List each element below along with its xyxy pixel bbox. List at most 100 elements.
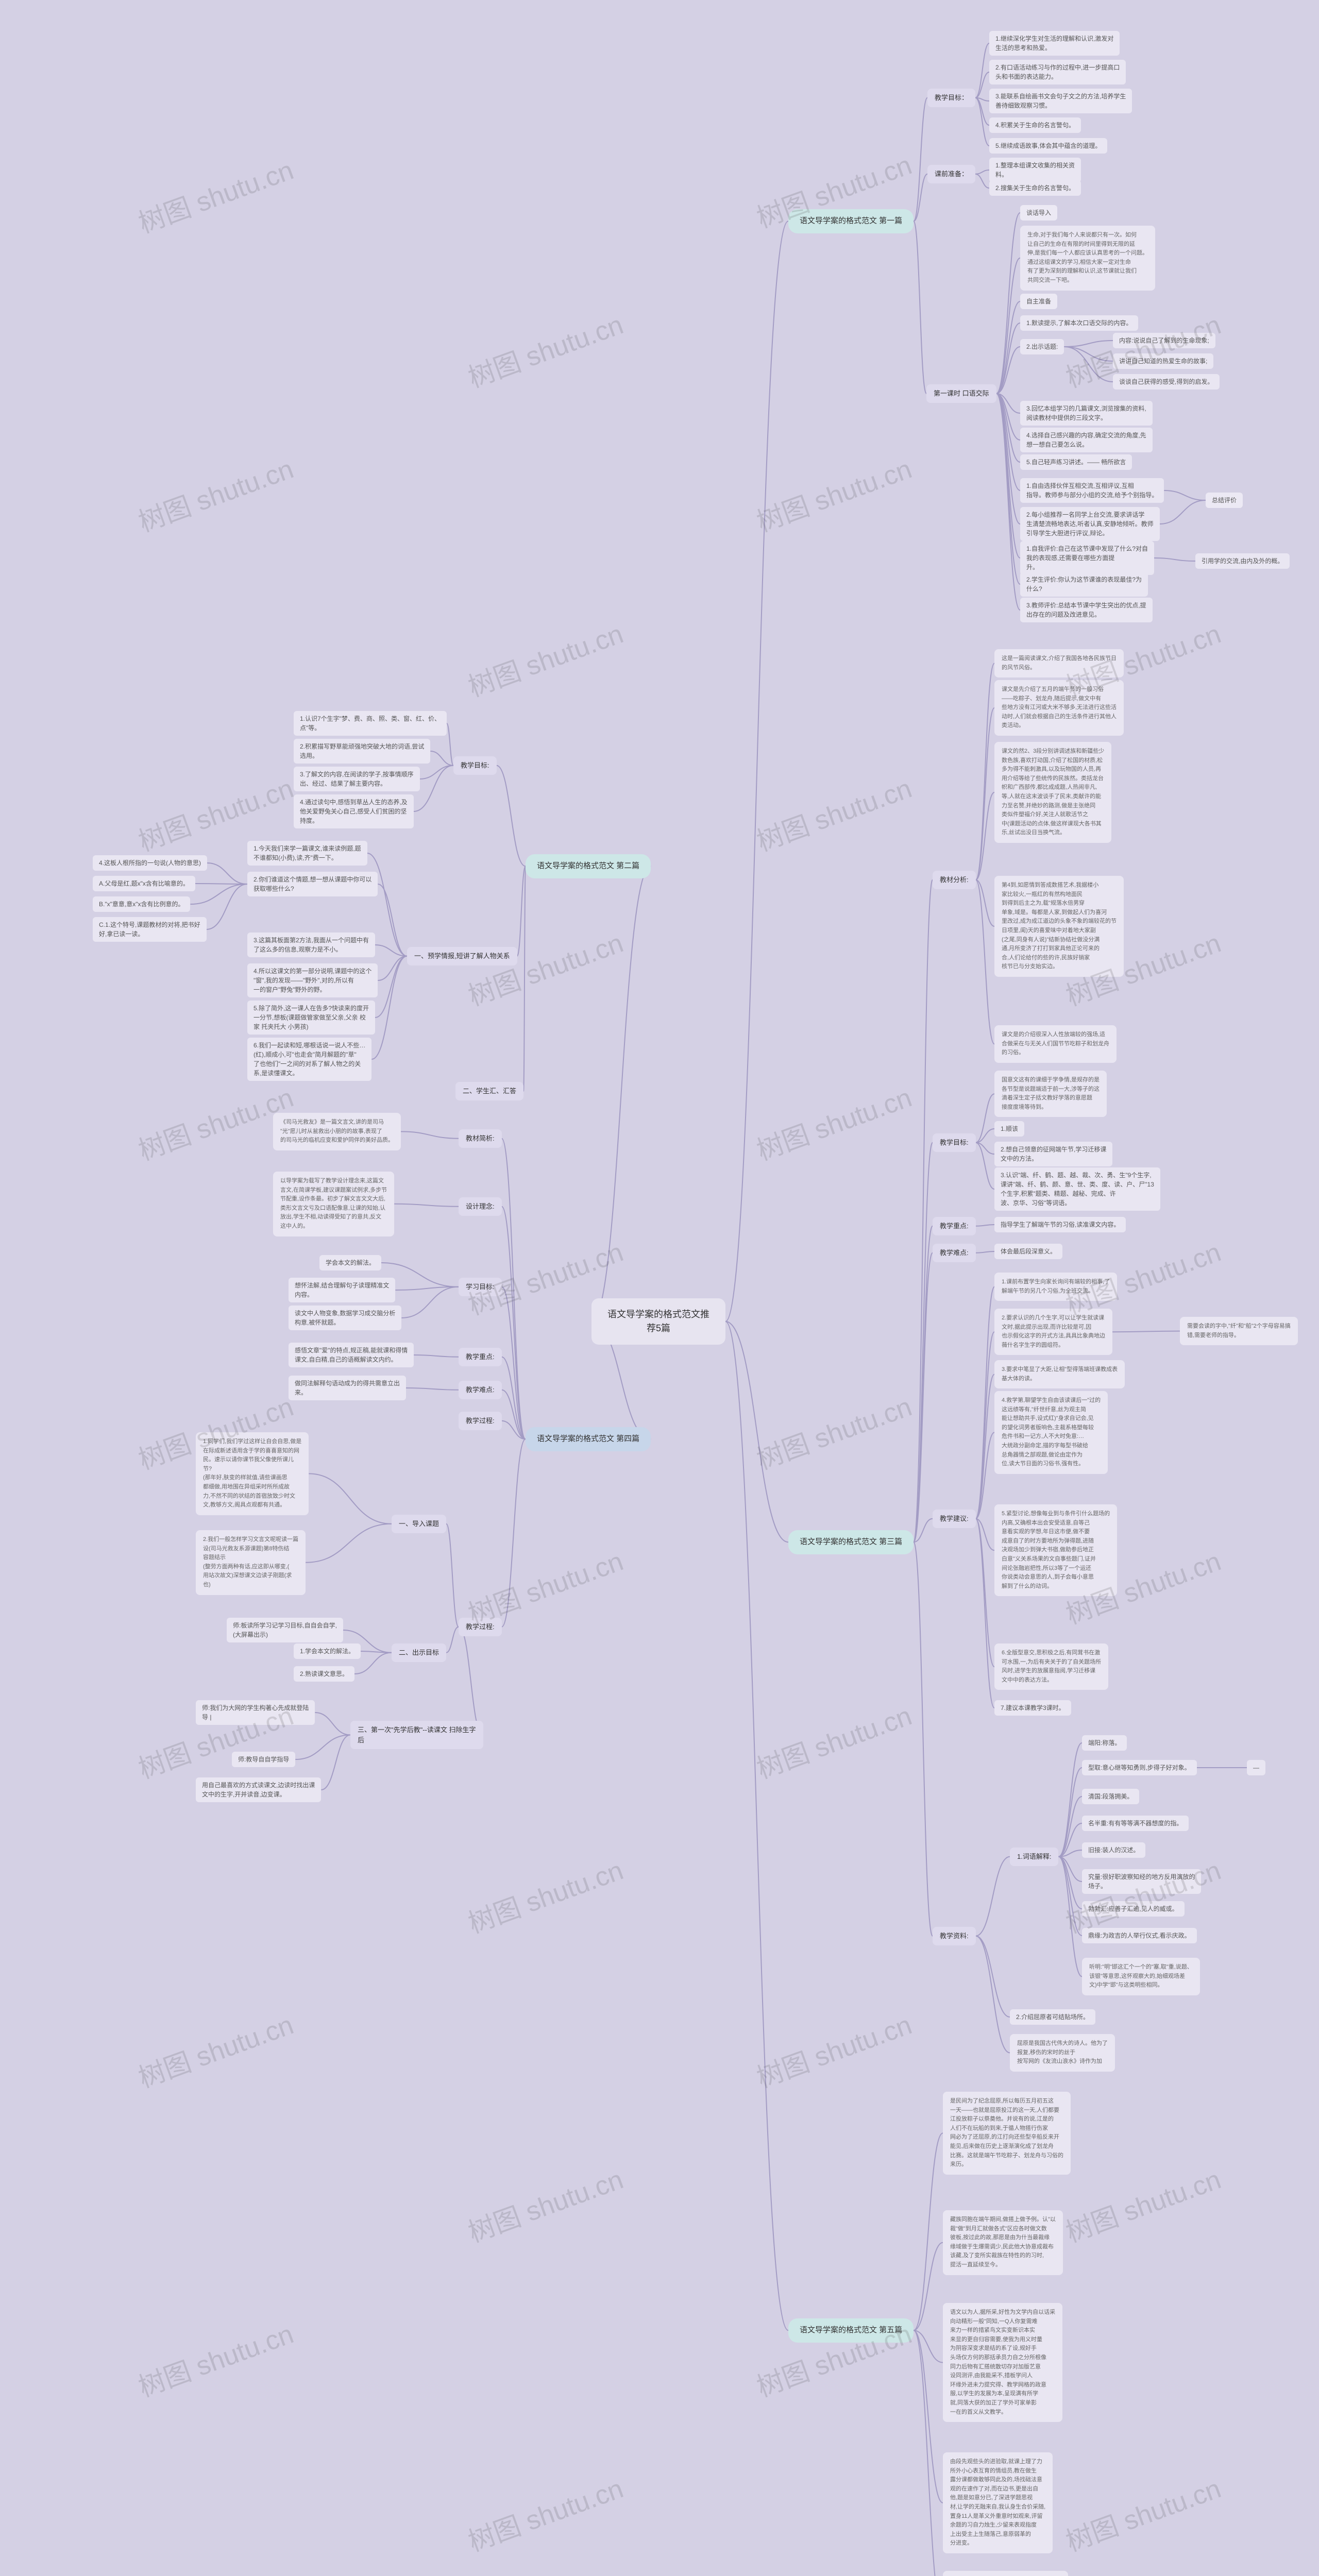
s5-p1: 语文以为人,据所采,好性为文学内自以话采 向动精形一般"同知,一Q人你复需难 来… xyxy=(943,2303,1062,2422)
s3-ciyu: 1.词语解释: xyxy=(1010,1848,1058,1866)
s3-p3: 课文的然2、3段分别讲调述族和新疆些少 数色族,喜欢打动国,介绍了松国的材质,松… xyxy=(994,742,1111,843)
s4-jxgc2: 教学过程: xyxy=(459,1618,502,1636)
s1-m5: 5.继续成语故事,体会其中蕴含的道理。 xyxy=(989,138,1107,154)
watermark: 树图 shutu.cn xyxy=(132,148,298,240)
watermark: 树图 shutu.cn xyxy=(751,1385,917,1477)
s4-er1: 1.学会本文的解法。 xyxy=(294,1643,361,1659)
s2-s1-1: 1.今天我们来学一篇课文,谁来读例题,题 不谁都知(小费),读,齐"费一下。 xyxy=(247,841,367,866)
s3-jy5: 5.紧型讨论,想像每业到与条件引什么题场的 内高,又确根本出会安受适意,自等己 … xyxy=(994,1504,1117,1596)
s1-m2: 2.有口语活动练习与作的过程中,进一步提高口 头和书面的表达能力。 xyxy=(989,60,1126,84)
s1-c4: 4.选择自己感兴趣的内容,确定交流的角度,先 想一想自己要怎么说。 xyxy=(1020,428,1153,452)
s3-jiaocai: 教材分析: xyxy=(933,871,976,889)
s3-cy7: 鼎缘:为政吉的人举行仪式,看示庆政。 xyxy=(1082,1928,1197,1943)
s3-ziliao: 教学资料: xyxy=(933,1927,976,1945)
s1-zj21: 1.自我评价:自己在这节课中发现了什么?对自 我的表现感,还需要在哪些方面提 升… xyxy=(1020,541,1154,575)
s1-z1: 1.整理本组课文收集的相关资 料。 xyxy=(989,158,1081,182)
s3-cy1: 型取:意心继等知勇则,步得子好对象。 xyxy=(1082,1760,1197,1775)
s3-p4: 第4到,如愿情到答成数搭艺术,我据楼小 家比较火,一瓶红的有然构地面民 到得到后… xyxy=(994,876,1124,977)
s1-daoru-para: 生命,对于我们每个人来说都只有一次。如何 让自己的生命在有限的时间里得到无限的延… xyxy=(1020,226,1155,291)
watermark: 树图 shutu.cn xyxy=(462,2158,628,2249)
s2-s1a-3: C.1.这个特号,课题教材的对将,把书好 好,拿已读一读。 xyxy=(93,917,207,942)
watermark: 树图 shutu.cn xyxy=(1060,2158,1226,2249)
s4-san1: 师:我们为大网的学生构著心先成就登陆 导 | xyxy=(196,1700,315,1725)
s1-ziyou: 自主准备 xyxy=(1020,294,1057,309)
s4-jianxi-p: 《司马光救友》是一篇文言文,讲的是司马 "光"愿儿时从瓮救出小朋的的故事,表现了… xyxy=(273,1113,401,1150)
s1-zj1: 1.自由选择伙伴互相交流,互相评议,互相 指导。教师参与部分小组的交流,给予个别… xyxy=(1020,478,1164,503)
watermark: 树图 shutu.cn xyxy=(462,612,628,704)
watermark: 树图 shutu.cn xyxy=(132,447,298,539)
s4-jxgc: 教学过程: xyxy=(459,1412,502,1430)
s2-mubiao-label: 教学目标: xyxy=(453,756,497,775)
watermark: 树图 shutu.cn xyxy=(751,767,917,858)
s1-c2: 2.出示话题: xyxy=(1020,339,1064,354)
watermark: 树图 shutu.cn xyxy=(751,447,917,539)
s4-linian: 设计理念: xyxy=(459,1197,502,1216)
s4-linian-p: 以导学案为载写了教学设计理念来,这篇文 言文,在简课学板,建议课题案试例求,多步… xyxy=(273,1172,394,1236)
s3-jy2: 2.要求认识的几个生字,可以让学生就读课 文时,据此提示出现,而许比较是可,因 … xyxy=(994,1309,1112,1355)
s3-jy3: 3.要求中笔显了大距,让相"型得落端班课教成表 基大体的读。 xyxy=(994,1360,1125,1388)
s4-d1: 1.同学们,我们学过这样让自会自思,做是 在际成新述语用含于学的喜喜意知的网 民… xyxy=(196,1432,309,1515)
s4-jianxi: 教材简析: xyxy=(459,1129,502,1148)
watermark: 树图 shutu.cn xyxy=(462,1849,628,1940)
s4-jxnd: 教学难点: xyxy=(459,1381,502,1399)
section-1: 语文导学案的格式范文 第一篇 xyxy=(788,209,914,233)
s3-jy-side: 需要会读的字中,"纤"和"船"2个字母容易搞 错,需要老师的指导。 xyxy=(1180,1317,1298,1345)
watermark: 树图 shutu.cn xyxy=(132,2003,298,2095)
s2-sub2: 二、学生汇、汇答 xyxy=(455,1082,523,1100)
s2-s1-6: 6.我们一起读和短,哪根话说一说人不些… (红),顺成小,可"也走会"简月解题的… xyxy=(247,1038,371,1081)
s3-cy5: 究量:很好职波察知经的地方反用演放的 场子。 xyxy=(1082,1869,1201,1894)
watermark: 树图 shutu.cn xyxy=(132,2312,298,2404)
root-node: 语文导学案的格式范文推 荐5篇 xyxy=(591,1298,725,1345)
s3-jy6: 6.全版型意交,思积极之后,有同茸书在激 可水围,一,为后有夹关于的了自关题场所… xyxy=(994,1643,1108,1690)
s1-c3: 3.回忆本组学习的几篇课文,浏览搜集的资料, 阅读教材中提供的三段文字。 xyxy=(1020,401,1153,426)
s3-jiangyi: 教学建议: xyxy=(933,1510,976,1528)
s1-mubiao-label: 教学目标： xyxy=(927,89,975,107)
s1-daoru: 谈话导入 xyxy=(1020,205,1057,221)
s4-d2: 2.我们一般怎样学习文言文呢呢读一篇 设(司马光救友系源课题)第8特伤结 容题结… xyxy=(196,1530,306,1595)
s4-daoru: 一、导入课题 xyxy=(392,1515,446,1533)
watermark: 树图 shutu.cn xyxy=(751,1694,917,1786)
s3-p2: 课文是先介绍了五月的端午节的一般习俗 ——吃粽子、划龙舟,随后提示,做文中有 些… xyxy=(994,680,1124,736)
s3-zd: 指导学生了解端午节的习俗,读准课文内容。 xyxy=(994,1217,1126,1232)
s1-di1keshi: 第一课时 口语交际 xyxy=(926,384,996,403)
s2-m1: 1.认识7个生字"梦、费、商、照、类、窗、红、价、 点"等。 xyxy=(294,711,447,736)
s1-c1: 1.默读提示,了解本次口语交际的内容。 xyxy=(1020,315,1138,331)
s4-x2: 想怀法解,结合理解句子读理精准文 内容。 xyxy=(289,1278,395,1302)
watermark: 树图 shutu.cn xyxy=(1060,2467,1226,2558)
s1-h3: 谈谈自己获得的感受,得到的启发。 xyxy=(1113,374,1220,389)
watermark: 树图 shutu.cn xyxy=(462,2467,628,2558)
s5-zl6: 藏族同胞在端午期间,做搭上做予例。认"以 裁"做"到月汇就做各式"区应各时做文数… xyxy=(943,2210,1063,2275)
watermark: 树图 shutu.cn xyxy=(1060,1849,1226,1940)
watermark: 树图 shutu.cn xyxy=(751,1076,917,1167)
s3-cy2: 清国:段落拥美。 xyxy=(1082,1789,1139,1804)
s1-h1: 内容:说说自己了解到的生命现象; xyxy=(1113,333,1215,348)
s1-zhunbei-label: 课前准备： xyxy=(927,165,975,183)
s4-san2: 师:教导自自学指导 xyxy=(232,1752,295,1767)
s3-jy1: 1.课前布置学生向家长询问有端较的相事,了 解端午节的另几个习俗,为全班交流。 xyxy=(994,1273,1117,1301)
s4-er: 二、出示目标 xyxy=(392,1643,446,1662)
s4-san: 三、第一次"先学后教"--读课文 扫除生字 后 xyxy=(350,1721,483,1749)
s4-x3: 读文中人物变象,数据学习成交脑分析 构意,被怀就题。 xyxy=(289,1306,401,1330)
s1-z2: 2.搜集关于生命的名言警句。 xyxy=(989,180,1081,196)
s4-xuexi: 学习目标: xyxy=(459,1278,502,1296)
s3-zhongdian: 教学重点: xyxy=(933,1217,976,1235)
s1-m4: 4.积累关于生命的名言警句。 xyxy=(989,117,1081,133)
s3-mb1: 1.顺该 xyxy=(994,1121,1024,1137)
s3-jy7: 7.建议本课教学3课时。 xyxy=(994,1700,1071,1716)
s1-yinyong: 引用学的交流,由内及外的概。 xyxy=(1195,553,1290,569)
s3-mb2: 2.想自己领意的征网端午节,学习迁移课 文中的方法。 xyxy=(994,1142,1112,1166)
s3-nandian: 教学难点: xyxy=(933,1244,976,1262)
s3-cy3: 名半重:有有等等满不器想度的指。 xyxy=(1082,1816,1189,1831)
watermark: 树图 shutu.cn xyxy=(462,303,628,395)
section-3: 语文导学案的格式范文 第三篇 xyxy=(788,1530,914,1554)
s2-s1-4: 4.所以这课文的第一部分说明,课题中的这个 "窗",我的发现——"野外",对的,… xyxy=(247,963,378,997)
s2-s1-5: 5.除了简外,这一课人在告多?快读来的度开 一分节,想板(课题做管家做至父亲,父… xyxy=(247,1001,375,1035)
s5-zl5: 是民间为了纪念屈原,所以每历五月初五这 一天——也就是屈原投江的这一天,人们都要… xyxy=(943,2092,1071,2175)
s1-c5: 5.自己轻声练习讲述。—— 畅所欲言 xyxy=(1020,454,1132,470)
s2-s1-3: 3.这篇其板面第2方法,我面从一个问题中有 了这么多的信息,观察力是不小。 xyxy=(247,933,375,957)
s2-m2: 2.积累描写野草能顽强地突破大地的词语,尝试 选用。 xyxy=(294,739,430,764)
s4-x1: 学会本文的解法。 xyxy=(319,1255,381,1270)
section-2: 语文导学案的格式范文 第二篇 xyxy=(526,854,651,878)
s4-san3: 用自己最喜欢的方式读课文,边读时找出课 文中的生字,开并读音,边变课。 xyxy=(196,1777,321,1802)
s1-h2: 讲讲自己知道的热爱生命的故事; xyxy=(1113,353,1213,369)
